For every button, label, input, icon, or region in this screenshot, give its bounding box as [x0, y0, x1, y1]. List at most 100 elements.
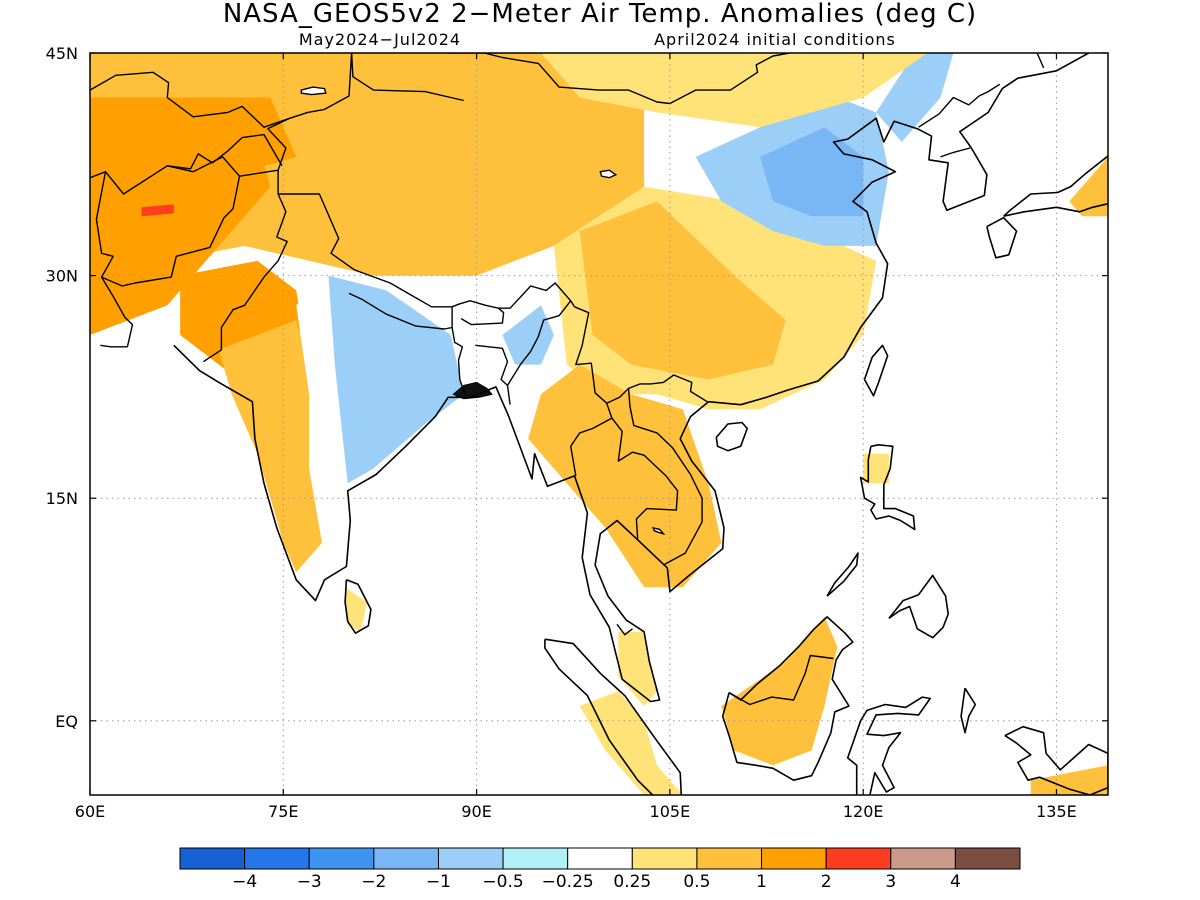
- border-line: [1036, 53, 1045, 69]
- region-cool-manchuria: [876, 53, 954, 142]
- border-line: [350, 53, 464, 102]
- axis-ticks: 60E 75E 90E 105E 120E 135E 45N 30N 15N EQ: [46, 44, 1108, 821]
- colorbar-label: −0.5: [482, 872, 523, 892]
- x-tick-label: 120E: [843, 802, 884, 821]
- region-warm-india-west: [218, 320, 322, 573]
- coastline-mindanao: [888, 574, 950, 639]
- colorbar-swatch: [308, 847, 375, 870]
- border-line: [267, 117, 291, 171]
- coastline-borneo: [721, 616, 854, 782]
- coastline-hainan: [715, 421, 749, 452]
- border-line: [570, 402, 613, 477]
- lakes: [300, 86, 666, 536]
- region-warm-borneo: [721, 616, 838, 766]
- coastline-sri-lanka: [344, 579, 372, 635]
- anomaly-fields: [90, 53, 1108, 795]
- border-line: [611, 417, 679, 540]
- colorbar-swatch: [761, 847, 827, 870]
- colorbar-swatch: [631, 847, 698, 870]
- border-line: [460, 307, 505, 326]
- border-line: [100, 276, 134, 348]
- colorbar-label: 2: [821, 872, 832, 892]
- y-tick-label: 45N: [46, 44, 78, 63]
- region-warm-japan: [1069, 156, 1108, 217]
- border-line: [278, 193, 576, 309]
- coastline-luzon: [859, 443, 916, 531]
- border-line: [627, 388, 703, 566]
- map-frame: [89, 52, 1109, 796]
- x-tick-label: 60E: [75, 802, 105, 821]
- region-neutral-india-center: [296, 275, 348, 543]
- region-cooler-east-china: [760, 127, 864, 217]
- colorbar-label: −2: [361, 872, 386, 892]
- colorbar-swatch: [244, 847, 310, 870]
- y-tick-label: EQ: [55, 712, 78, 731]
- coastline-taiwan: [863, 344, 889, 397]
- colorbar-swatch: [954, 847, 1021, 870]
- coastline-java: [675, 808, 792, 850]
- region-cool-northeast-india: [502, 305, 554, 365]
- x-tick-label: 135E: [1036, 802, 1077, 821]
- colorbar-swatch: [437, 847, 504, 870]
- colorbar-label: −1: [426, 872, 451, 892]
- border-line: [167, 133, 283, 170]
- coastline-halmahera: [960, 687, 977, 734]
- land-fills: [452, 381, 493, 400]
- colorbar-swatch: [567, 847, 633, 870]
- border-line: [574, 306, 708, 404]
- x-tick-label: 75E: [268, 802, 298, 821]
- colorbar-label: 4: [950, 872, 961, 892]
- colorbar-label: −3: [297, 872, 322, 892]
- colorbar-swatch: [890, 847, 956, 870]
- region-warm-china-inner: [579, 201, 786, 380]
- border-line: [506, 300, 572, 386]
- coastline-palawan: [826, 552, 859, 597]
- region-hot-spot-iran: [141, 204, 174, 217]
- colorbar-label: 0.25: [613, 872, 651, 892]
- colorbar-label: 0.5: [683, 872, 710, 892]
- x-tick-label: 105E: [650, 802, 691, 821]
- gridlines: [90, 53, 1108, 795]
- region-warm-new-guinea: [1030, 765, 1108, 795]
- coastline-japan-honshu: [1003, 154, 1108, 217]
- border-line: [451, 327, 466, 395]
- forecast-period: May2024−Jul2024: [299, 30, 461, 49]
- border-line: [728, 654, 834, 706]
- coastline-india: [173, 53, 1090, 703]
- region-warm-mongolia: [541, 53, 928, 128]
- y-tick-label: 30N: [46, 267, 78, 286]
- coastline-new-guinea: [1004, 725, 1108, 795]
- colorbar-swatch: [179, 847, 246, 870]
- colorbar-label: 1: [756, 872, 767, 892]
- border-line: [95, 171, 241, 287]
- fill-ganges-delta: [452, 381, 493, 400]
- lake-tonle-sap: [651, 526, 666, 536]
- region-warm-srilanka: [345, 587, 368, 632]
- coastlines: [173, 53, 1108, 850]
- colorbar-label: −4: [232, 872, 257, 892]
- border-line: [475, 344, 511, 405]
- figure-title: NASA_GEOS5v2 2−Meter Air Temp. Anomalies…: [223, 0, 977, 29]
- colorbar-label: 3: [885, 872, 896, 892]
- y-tick-label: 15N: [46, 489, 78, 508]
- border-line: [940, 147, 971, 158]
- colorbar-swatch: [502, 847, 569, 870]
- map-area: 60E 75E 90E 105E 120E 135E 45N 30N 15N EQ: [46, 44, 1109, 850]
- region-warm-indochina-edge: [528, 364, 722, 588]
- colorbar-swatch: [696, 847, 763, 870]
- border-line: [616, 623, 633, 636]
- coastline-sumatra: [544, 638, 683, 795]
- border-line: [918, 83, 1001, 128]
- colorbar-label: −0.25: [542, 872, 594, 892]
- lake-qinghai-lake: [599, 169, 618, 179]
- x-tick-label: 90E: [461, 802, 491, 821]
- colorbar: −4 −3 −2 −1 −0.5 −0.25 0.25 0.5 1 2 3 4: [179, 847, 1021, 892]
- country-borders: [90, 53, 1045, 706]
- colorbar-swatch: [373, 847, 439, 870]
- coastline-japan-kyushu: [986, 216, 1018, 259]
- lake-issyk-kul: [300, 86, 327, 96]
- border-line: [448, 53, 790, 105]
- coastline-sulawesi: [846, 696, 932, 795]
- initial-conditions: April2024 initial conditions: [654, 30, 896, 49]
